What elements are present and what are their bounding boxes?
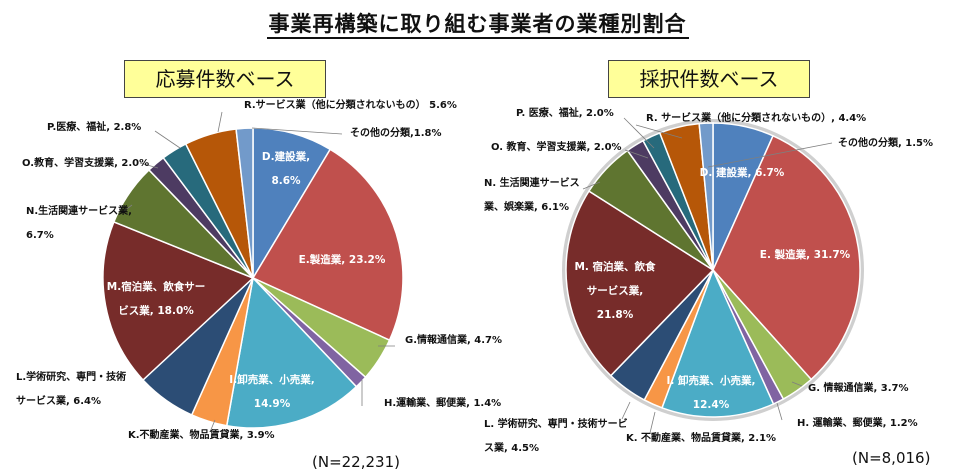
slice-label: E.製造業, 23.2% <box>299 253 386 266</box>
slice-label: H. 運輸業、郵便業, 1.2% <box>797 416 918 429</box>
slice-label: I.卸売業、小売業, 14.9% <box>229 373 314 410</box>
slice-label: その他の分類, 1.5% <box>838 136 933 149</box>
leader-line <box>621 401 631 420</box>
slice-label: D.建設業, 8.6% <box>262 150 310 187</box>
pie-slice <box>102 220 255 382</box>
n-label-applications: (N=22,231) <box>312 453 400 471</box>
leader-line <box>582 181 601 190</box>
slice-label: I. 卸売業、小売業, 12.4% <box>666 374 755 411</box>
n-label-adoptions: (N=8,016) <box>852 449 931 467</box>
leader-line <box>635 124 683 139</box>
leader-line <box>623 117 655 149</box>
leader-line <box>209 419 216 433</box>
pie-slice <box>251 148 404 342</box>
slice-label: M. 宿泊業、飲食サービス業, 21.8% <box>574 260 656 321</box>
slice-label: D. 建設業, 6.7% <box>700 166 785 179</box>
leader-line <box>624 149 649 159</box>
page-title: 事業再構築に取り組む事業者の業種別割合 <box>0 8 955 39</box>
slice-label: その他の分類,1.8% <box>350 126 442 139</box>
slice-label: E. 製造業, 31.7% <box>760 248 851 261</box>
basis-label-adoptions: 採択件数ベース <box>608 60 810 98</box>
slice-label: R.サービス業（他に分類されないもの） 5.6% <box>244 98 457 111</box>
pie-slice <box>225 276 358 429</box>
slice-label: P.医療、福祉, 2.8% <box>47 120 141 133</box>
slice-label: O.教育、学習支援業, 2.0% <box>22 156 149 169</box>
pie-chart-2: D. 建設業, 6.7% E. 製造業, 31.7% G. 情報通信業, 3.7% H… <box>483 106 933 454</box>
pie-chart-1: D.建設業, 8.6% E.製造業, 23.2% G.情報通信業, 4.7% H.運輸業… <box>16 98 502 441</box>
slice-label: L. 学術研究、専門・技術サービス業, 4.5% <box>484 417 628 454</box>
basis-label-applications: 応募件数ベース <box>124 60 326 98</box>
leader-line <box>154 130 181 149</box>
slice-label: L.学術研究、専門・技術サービス業, 6.4% <box>16 370 126 407</box>
slice-label: O. 教育、学習支援業, 2.0% <box>491 140 622 153</box>
slice-label: N. 生活関連サービス業、娯楽業, 6.1% <box>483 176 580 213</box>
slice-label: K. 不動産業、物品賃貸業, 2.1% <box>626 431 776 444</box>
leader-line <box>791 381 803 387</box>
leader-line <box>251 127 343 135</box>
slice-label: M.宿泊業、飲食サービス業, 18.0% <box>107 280 205 317</box>
slice-label: G.情報通信業, 4.7% <box>405 333 502 346</box>
slice-label: R. サービス業（他に分類されないもの）, 4.4% <box>646 111 866 124</box>
slice-label: H.運輸業、郵便業, 1.4% <box>384 396 501 409</box>
slice-label: N.生活関連サービス業, 6.7% <box>26 204 132 241</box>
leader-line <box>707 142 833 168</box>
leader-line <box>139 162 159 169</box>
slice-label: P. 医療、福祉, 2.0% <box>516 106 614 119</box>
leader-line <box>123 204 133 212</box>
leader-line <box>217 111 223 133</box>
page-title-text: 事業再構築に取り組む事業者の業種別割合 <box>266 12 689 39</box>
pie-slice <box>660 268 775 418</box>
slice-label: G. 情報通信業, 3.7% <box>808 381 909 394</box>
pie-slice <box>698 122 714 271</box>
leader-line <box>776 402 783 421</box>
leader-line <box>649 411 656 434</box>
pie-slice <box>565 190 715 377</box>
pie-slice <box>712 134 861 381</box>
slice-label: K.不動産業、物品賃貸業, 3.9% <box>128 428 275 441</box>
